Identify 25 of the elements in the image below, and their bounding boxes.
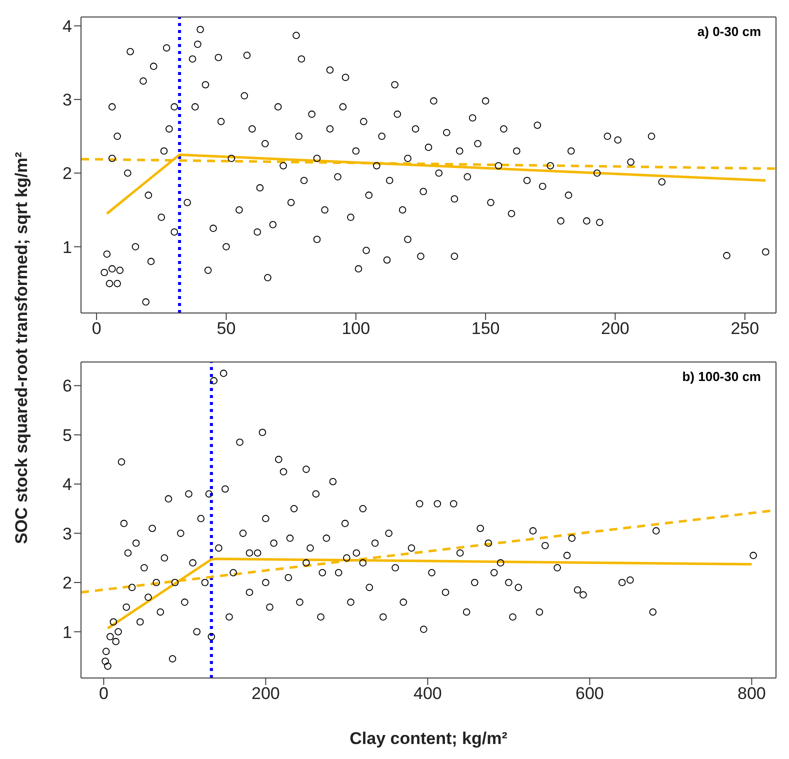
text: b) 100-30 cm — [682, 369, 761, 384]
y-tick-label: 3 — [62, 524, 72, 544]
x-tick-label: 600 — [576, 684, 604, 704]
y-tick-label: 1 — [62, 238, 72, 257]
y-tick-label: 5 — [62, 426, 72, 445]
y-tick-label: 3 — [62, 90, 72, 110]
x-axis-title: Clay content; kg/m² — [350, 729, 508, 748]
y-tick-label: 4 — [62, 475, 72, 494]
x-tick-label: 200 — [252, 684, 280, 704]
y-tick-label: 1 — [62, 622, 72, 642]
y-tick-label: 2 — [62, 574, 72, 593]
y-tick-label: 2 — [62, 164, 72, 184]
x-tick-label: 150 — [471, 319, 500, 338]
x-tick-label: 250 — [730, 319, 760, 338]
x-tick-label: 800 — [738, 684, 766, 704]
x-tick-label: 200 — [601, 319, 630, 338]
x-tick-label: 0 — [98, 684, 108, 704]
y-tick-label: 4 — [62, 16, 72, 36]
x-tick-label: 50 — [216, 319, 236, 338]
x-tick-label: 400 — [414, 684, 442, 704]
x-tick-label: 100 — [342, 319, 370, 338]
y-axis-title: SOC stock squared-root transformed; sqrt kg/m² — [12, 152, 32, 544]
text: a) 0-30 cm — [697, 24, 761, 39]
x-tick-label: 0 — [92, 319, 102, 338]
y-tick-label: 6 — [62, 376, 72, 396]
